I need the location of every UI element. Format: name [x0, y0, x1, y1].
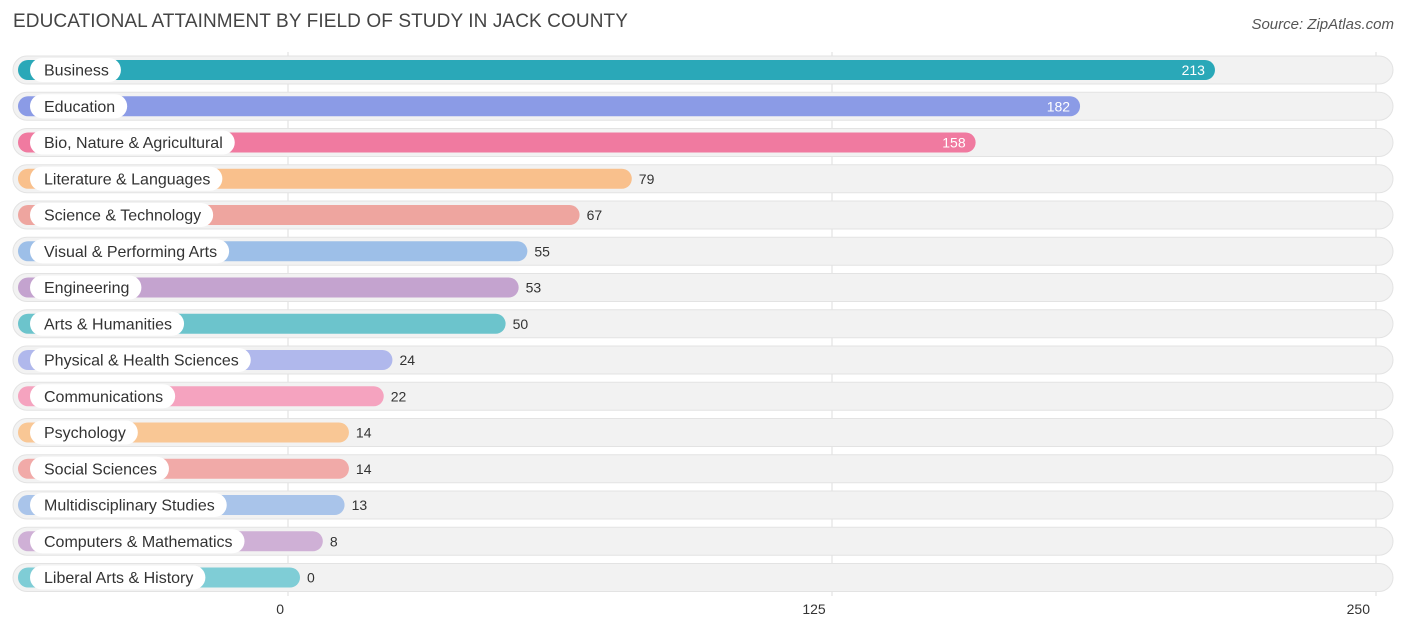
category-label-pill — [30, 565, 206, 590]
category-label-pill — [30, 456, 169, 481]
tick-label: 0 — [276, 601, 284, 617]
bar-row: Liberal Arts & History 0 — [12, 563, 1394, 592]
bar-row: Literature & Languages 79 — [12, 164, 1394, 194]
category-label-pill — [30, 203, 214, 227]
bar-row: Visual & Performing Arts 55 — [12, 236, 1394, 266]
bar-row: Science & Technology 67 — [12, 200, 1394, 230]
row-track — [12, 526, 1394, 556]
bar-row: Communications 22 — [12, 381, 1394, 411]
bar-row: Psychology 14 — [12, 418, 1394, 447]
category-label: Arts & Humanities — [44, 316, 172, 333]
category-label: Liberal Arts & History — [44, 570, 193, 587]
value-label: 53 — [526, 280, 542, 296]
row-track — [12, 418, 1394, 447]
bar-row: Bio, Nature & Agricultural 158 — [12, 128, 1394, 157]
bar-row: Education 182 — [12, 91, 1394, 121]
category-label: Psychology — [44, 425, 126, 442]
row-track — [12, 454, 1394, 484]
category-label: Computers & Mathematics — [44, 534, 233, 551]
value-label: 182 — [1047, 98, 1071, 114]
category-label-pill — [30, 239, 230, 264]
bar-row: Computers & Mathematics 8 — [12, 526, 1394, 556]
category-label-pill — [30, 58, 121, 82]
bar — [18, 60, 1215, 80]
category-label-pill — [30, 94, 128, 119]
bar — [18, 277, 519, 298]
row-track — [12, 490, 1394, 520]
tick-label: 125 — [802, 601, 826, 617]
value-label: 8 — [330, 533, 338, 549]
bar-row: Engineering 53 — [12, 273, 1394, 302]
bar-row: Arts & Humanities 50 — [12, 309, 1394, 339]
value-label: 213 — [1182, 62, 1206, 78]
value-label: 158 — [942, 135, 966, 151]
category-label: Visual & Performing Arts — [44, 244, 217, 261]
bar-row: Social Sciences 14 — [12, 454, 1394, 484]
category-label: Social Sciences — [44, 461, 157, 478]
x-axis-ticks: 0 125 250 — [276, 601, 1370, 617]
value-label: 14 — [356, 425, 372, 441]
category-label: Communications — [44, 389, 163, 406]
category-label: Education — [44, 99, 115, 116]
tick-label: 250 — [1347, 601, 1371, 617]
category-label-pill — [30, 420, 138, 445]
category-label-pill — [30, 311, 185, 336]
category-label-pill — [30, 493, 227, 517]
category-label-pill — [30, 130, 235, 155]
value-label: 79 — [639, 171, 655, 187]
row-track — [12, 563, 1394, 592]
category-label: Literature & Languages — [44, 171, 210, 188]
category-label: Business — [44, 63, 109, 80]
value-label: 67 — [587, 207, 603, 223]
value-label: 0 — [307, 570, 315, 586]
bar-row: Multidisciplinary Studies 13 — [12, 490, 1394, 520]
value-label: 14 — [356, 461, 372, 477]
bar — [18, 96, 1081, 117]
value-label: 50 — [513, 316, 529, 332]
category-label-pill — [30, 166, 223, 191]
category-label-pill — [30, 348, 251, 372]
value-label: 55 — [534, 243, 550, 259]
source-credit: Source: ZipAtlas.com — [1251, 16, 1394, 33]
chart-title: EDUCATIONAL ATTAINMENT BY FIELD OF STUDY… — [13, 11, 628, 32]
value-label: 13 — [352, 497, 368, 513]
category-label-pill — [30, 384, 176, 409]
category-label: Multidisciplinary Studies — [44, 498, 215, 515]
bar-row: Physical & Health Sciences 24 — [12, 345, 1394, 375]
category-label: Bio, Nature & Agricultural — [44, 135, 223, 152]
value-label: 24 — [399, 352, 415, 368]
category-label-pill — [30, 529, 245, 554]
value-label: 22 — [391, 388, 407, 404]
bar-row: Business 213 — [12, 55, 1394, 85]
bar — [18, 132, 976, 153]
category-label-pill — [30, 275, 142, 300]
category-label: Physical & Health Sciences — [44, 353, 239, 370]
category-label: Engineering — [44, 280, 129, 297]
category-label: Science & Technology — [44, 208, 201, 225]
